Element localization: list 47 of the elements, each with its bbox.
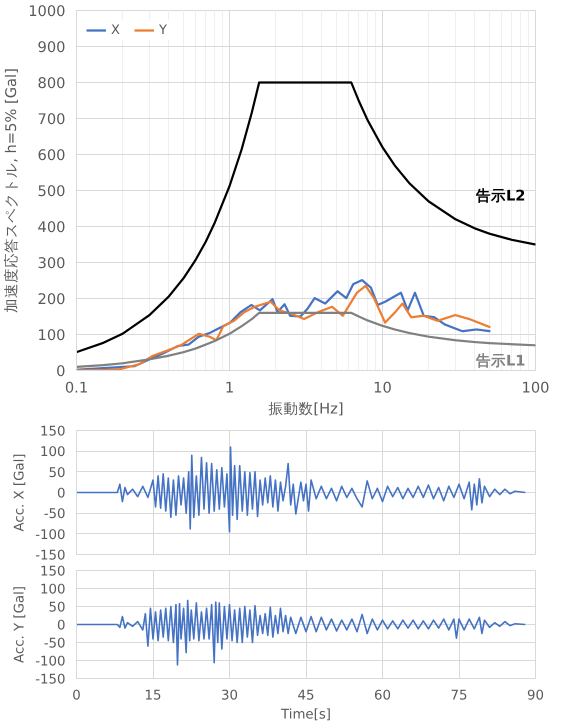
y-tick-label: -150 (35, 672, 66, 688)
y-tick-label: 600 (38, 147, 66, 164)
y-tick-label: 150 (40, 564, 66, 580)
x-tick-label: 45 (298, 688, 314, 704)
y-tick-label: 0 (56, 363, 66, 380)
y-tick-label: -100 (35, 528, 66, 543)
y-tick-label: -50 (44, 507, 66, 522)
y-tick-label: 800 (38, 75, 66, 92)
y-tick-label: 100 (38, 327, 66, 344)
y-tick-label: 300 (38, 255, 66, 272)
x-axis-title: Time[s] (280, 708, 331, 722)
x-tick-label: 100 (522, 380, 550, 396)
y-axis-title: 加速度応答スペクトル, h=5% [Gal] (3, 68, 20, 313)
y-tick-label: 50 (48, 600, 66, 616)
y-tick-label: -100 (35, 654, 66, 670)
line-series (76, 446, 526, 533)
x-tick-label: 0.1 (64, 380, 88, 396)
y-tick-label: 700 (38, 111, 66, 128)
y-tick-label: 50 (48, 466, 66, 481)
annotation: 告示L1 (474, 352, 526, 370)
annotation: 告示L2 (474, 188, 526, 204)
x-tick-label: 30 (221, 688, 238, 704)
y-tick-label: 200 (38, 291, 66, 308)
y-tick-label: -50 (44, 636, 66, 652)
x-axis-title: 振動数[Hz] (268, 400, 344, 418)
line-series (76, 600, 526, 666)
y-tick-label: 150 (40, 424, 66, 440)
y-axis-title: Acc. X [Gal] (12, 454, 28, 532)
legend-label: X (111, 22, 121, 38)
y-tick-label: 900 (38, 39, 66, 56)
x-tick-label: 15 (144, 688, 162, 704)
x-tick-label: 90 (527, 688, 544, 704)
y-tick-label: 400 (38, 219, 66, 236)
x-tick-label: 10 (373, 380, 392, 396)
x-tick-label: 60 (374, 688, 391, 704)
y-tick-label: 500 (38, 183, 66, 200)
x-tick-label: 75 (450, 688, 468, 704)
y-tick-label: 100 (40, 582, 66, 598)
x-tick-label: 0 (72, 688, 81, 704)
y-tick-label: 0 (57, 486, 66, 502)
y-tick-label: -150 (35, 548, 66, 564)
y-tick-label: 100 (40, 445, 66, 460)
y-tick-label: 0 (57, 618, 66, 634)
y-axis-title: Acc. Y [Gal] (12, 586, 28, 663)
y-tick-label: 1000 (28, 3, 66, 20)
legend-label: Y (159, 22, 168, 38)
x-tick-label: 1 (224, 380, 234, 396)
